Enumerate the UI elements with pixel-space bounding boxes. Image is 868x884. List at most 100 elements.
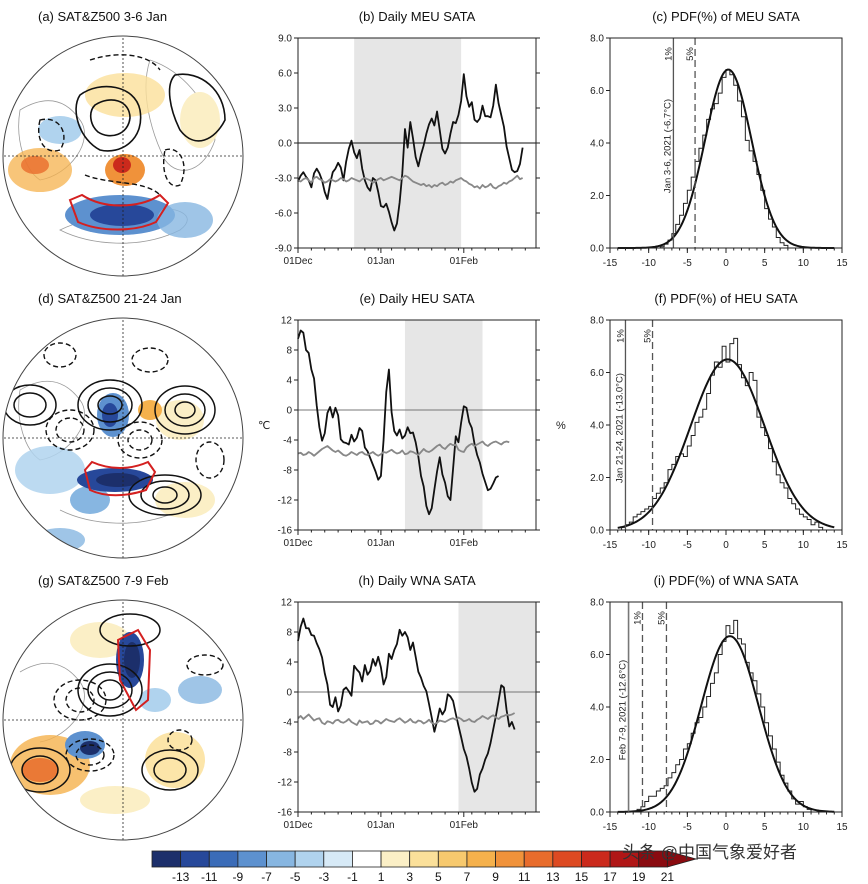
percentile-label: 5% <box>685 47 696 61</box>
event-label: Jan 3-6, 2021 (-6.7°C) <box>662 99 673 193</box>
y-tick-label: -16 <box>278 526 293 537</box>
map-panel-g: (g) SAT&Z500 7-9 Feb <box>2 573 244 841</box>
colorbar-swatch <box>323 850 353 868</box>
x-tick-label: 01Jan <box>367 820 394 831</box>
y-tick-label: -16 <box>278 808 293 819</box>
colorbar-swatch <box>523 850 554 868</box>
x-tick-label: 01Feb <box>450 538 479 549</box>
y-tick-label: -8 <box>283 748 292 759</box>
colorbar-label: -3 <box>318 870 329 884</box>
colorbar-swatch <box>466 850 496 868</box>
y-tick-label: 2.0 <box>590 191 604 202</box>
panel-a-title: (a) SAT&Z500 3-6 Jan <box>38 9 167 24</box>
y-tick-label: 0 <box>286 688 292 699</box>
colorbar-swatch <box>437 850 468 868</box>
colorbar-swatch <box>237 850 267 868</box>
y-tick-label: -8 <box>283 466 292 477</box>
x-tick-label: -10 <box>641 822 656 833</box>
y-tick-label: 8 <box>286 346 292 357</box>
event-label: Feb 7-9, 2021 (-12.6°C) <box>618 660 629 760</box>
y-tick-label: 6.0 <box>278 69 292 80</box>
x-tick-label: -15 <box>603 540 618 551</box>
x-tick-label: 01Dec <box>284 820 313 831</box>
y-tick-label: 4.0 <box>590 703 604 714</box>
plot-frame <box>297 319 537 531</box>
colorbar-label: -11 <box>201 870 218 884</box>
colorbar-end-triangle <box>666 850 698 868</box>
colorbar-swatch <box>495 850 525 868</box>
x-tick-label: 01Feb <box>450 820 479 831</box>
y-tick-label: 6.0 <box>590 86 604 97</box>
panel-g-title: (g) SAT&Z500 7-9 Feb <box>38 573 169 588</box>
colorbar-swatch <box>151 850 182 868</box>
y-tick-label: 8.0 <box>590 316 604 327</box>
y-tick-label: 0.0 <box>590 526 604 537</box>
panel-title: (f) PDF(%) of HEU SATA <box>654 291 798 306</box>
plot-frame <box>297 601 537 813</box>
x-tick-label: 5 <box>762 258 768 269</box>
colorbar-label: 11 <box>518 870 531 884</box>
colorbar-label: 19 <box>632 870 646 884</box>
y-tick-label: -9.0 <box>275 244 293 255</box>
x-tick-label: -15 <box>603 822 618 833</box>
event-label: Jan 21-24, 2021 (-13.0°C) <box>614 373 625 483</box>
colorbar-swatch <box>409 850 439 868</box>
x-tick-label: -10 <box>641 258 656 269</box>
colorbar-swatch <box>552 850 582 868</box>
percentile-label: 5% <box>643 329 654 343</box>
colorbar-swatch <box>352 850 382 868</box>
pdf-panel-f: (f) PDF(%) of HEU SATA 1% 5% Jan 21-24, 202… <box>556 291 848 551</box>
colorbar-label: 13 <box>546 870 560 884</box>
colorbar-label: -13 <box>172 870 190 884</box>
x-tick-label: -15 <box>603 258 618 269</box>
y-tick-label: -3.0 <box>275 174 293 185</box>
pdf-panel-i: (i) PDF(%) of WNA SATA 1% 5% Feb 7-9, 2021 … <box>590 573 848 833</box>
colorbar-label: 5 <box>435 870 442 884</box>
timeseries-panel-b: (b) Daily MEU SATA 9.0 6.0 3.0 0.0 -3.0 -6.0 -9… <box>275 9 540 267</box>
histogram-steps <box>621 337 824 530</box>
y-tick-label: 12 <box>281 598 293 609</box>
panel-title: (i) PDF(%) of WNA SATA <box>654 573 799 588</box>
y-tick-label: 12 <box>281 316 293 327</box>
pdf-panel-c: (c) PDF(%) of MEU SATA 1% 5% Jan 3-6, 2021 … <box>590 9 848 269</box>
y-tick-label: -6.0 <box>275 209 293 220</box>
histogram-steps <box>659 69 789 248</box>
x-tick-label: 0 <box>723 258 729 269</box>
map-panel-d: (d) SAT&Z500 21-24 Jan <box>2 291 244 559</box>
colorbar-label: 1 <box>378 870 385 884</box>
panel-title: (h) Daily WNA SATA <box>358 573 476 588</box>
x-tick-label: 5 <box>762 822 768 833</box>
percentile-label: 5% <box>656 611 667 625</box>
colorbar-label: 9 <box>492 870 499 884</box>
y-tick-label: 2.0 <box>590 755 604 766</box>
y-tick-label: 2.0 <box>590 473 604 484</box>
x-tick-label: 15 <box>836 822 848 833</box>
x-tick-label: -5 <box>683 258 692 269</box>
y-tick-label: -4 <box>283 718 292 729</box>
y-tick-label: -12 <box>278 778 293 789</box>
x-tick-label: 01Jan <box>367 256 394 267</box>
histogram-steps <box>636 619 812 812</box>
y-tick-label: -12 <box>278 496 293 507</box>
colorbar-swatch <box>180 850 210 868</box>
x-tick-label: 5 <box>762 540 768 551</box>
y-axis-label: ℃ <box>258 420 270 432</box>
colorbar-swatch <box>380 850 411 868</box>
y-tick-label: 9.0 <box>278 34 292 45</box>
x-tick-label: 10 <box>798 540 810 551</box>
y-tick-label: 8.0 <box>590 34 604 45</box>
colorbar-swatch <box>266 850 296 868</box>
x-tick-label: -5 <box>683 540 692 551</box>
watermark: 头条 @中国气象爱好者 <box>622 843 797 862</box>
x-tick-label: 0 <box>723 822 729 833</box>
colorbar-label: 3 <box>406 870 413 884</box>
colorbar-label: -1 <box>347 870 358 884</box>
colorbar-label: 7 <box>464 870 471 884</box>
y-tick-label: 0.0 <box>590 244 604 255</box>
x-tick-label: 10 <box>798 822 810 833</box>
y-tick-label: 6.0 <box>590 368 604 379</box>
y-tick-label: 4.0 <box>590 421 604 432</box>
series-line-trend <box>297 174 523 190</box>
